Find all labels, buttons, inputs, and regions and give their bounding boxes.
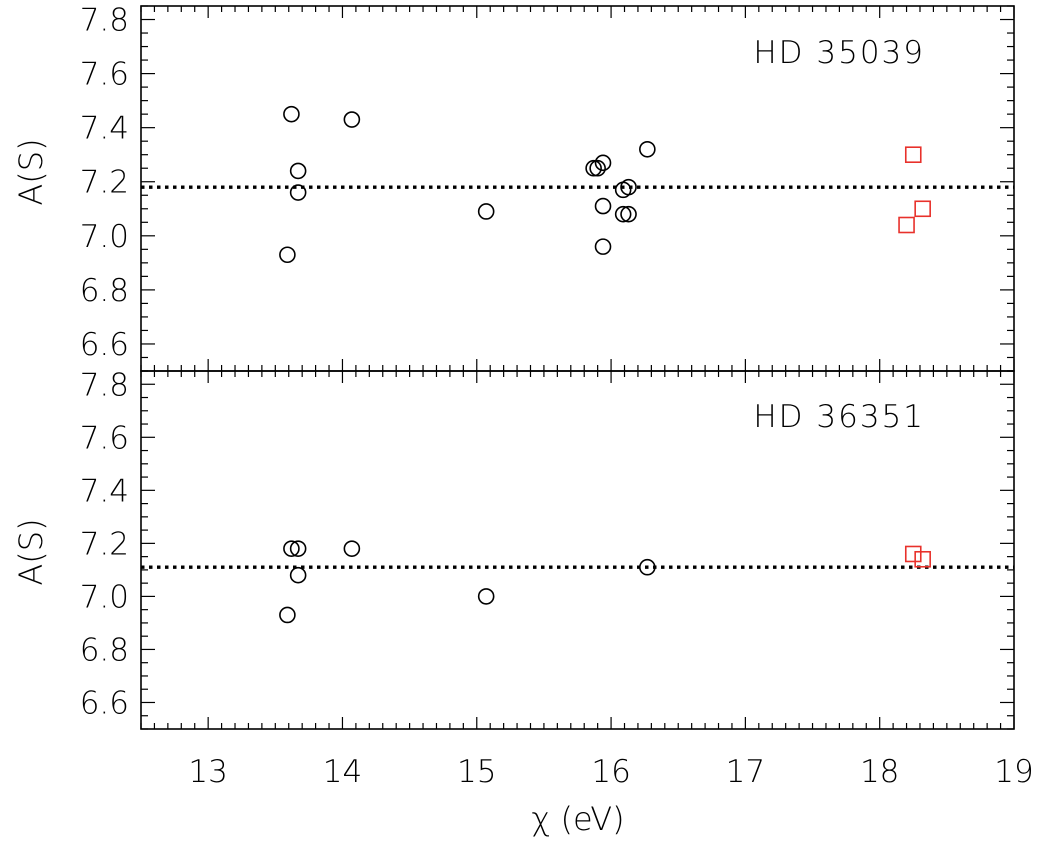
x-tick-label: 16 [591, 754, 630, 790]
y-tick-label: 7.4 [80, 111, 129, 147]
y-tick-label: 7.0 [80, 219, 129, 255]
data-point-circle [289, 540, 307, 557]
star-label-top: HD 35039 [753, 35, 925, 71]
data-point-circle [589, 159, 606, 177]
data-point-circle [343, 540, 361, 557]
x-tick-label: 14 [323, 754, 362, 790]
star-label-bottom: HD 36351 [753, 399, 925, 435]
data-point-circle [594, 197, 612, 215]
data-point-square [914, 550, 931, 568]
data-point-circle [289, 162, 307, 180]
y-tick-label: 7.8 [80, 367, 129, 403]
panel-hd-36351: 6.6 6.8 7.0 7.2 7.4 7.6 7.8 HD 36351 A(S) [12, 367, 1015, 730]
x-tick-label: 19 [994, 754, 1033, 790]
data-point-square [914, 200, 931, 218]
data-point-circle [614, 205, 632, 223]
data-point-circle [585, 159, 602, 177]
y-tick-label: 6.8 [80, 632, 129, 668]
x-tick-label: 15 [457, 754, 496, 790]
data-point-circle [477, 588, 495, 605]
x-tick-label: 13 [188, 754, 227, 790]
y-tick-label: 7.8 [80, 3, 129, 39]
x-tick-label: 18 [860, 754, 899, 790]
plot-frame [140, 370, 1015, 730]
data-point-circle [620, 178, 637, 196]
data-point-circle [289, 184, 307, 201]
y-axis-title-top: A(S) [12, 138, 50, 205]
y-tick-label: 6.6 [80, 327, 129, 363]
data-point-circle [343, 111, 361, 128]
y-tick-label: 6.8 [80, 273, 129, 309]
y-tick-label: 7.2 [80, 165, 129, 201]
data-point-circle [477, 203, 495, 220]
y-tick-label: 7.6 [80, 57, 129, 93]
data-point-circle [639, 558, 656, 576]
y-tick-label: 7.6 [80, 420, 129, 456]
x-axis-tick-labels: 13 14 15 16 17 18 19 [188, 754, 1033, 790]
data-point-circle [639, 140, 656, 158]
data-point-square [898, 216, 915, 234]
x-axis-title: χ (eV) [531, 800, 624, 838]
data-point-square [904, 545, 922, 563]
data-point-square [904, 146, 922, 164]
y-axis-title-bottom: A(S) [12, 518, 50, 585]
data-point-circle [620, 205, 637, 223]
data-point-circle [594, 238, 612, 255]
y-tick-label: 7.0 [80, 579, 129, 615]
data-point-circle [594, 154, 612, 172]
plot-area-bottom: 6.6 6.8 7.0 7.2 7.4 7.6 7.8 [80, 367, 1015, 730]
data-point-circle [283, 105, 300, 123]
x-tick-label: 17 [726, 754, 765, 790]
y-tick-label: 6.6 [80, 685, 129, 721]
data-point-circle [283, 540, 300, 557]
y-tick-label: 7.2 [80, 526, 129, 562]
y-tick-label: 7.4 [80, 473, 129, 509]
data-point-circle [279, 246, 296, 264]
data-point-circle [289, 566, 307, 584]
data-point-circle [279, 606, 296, 624]
